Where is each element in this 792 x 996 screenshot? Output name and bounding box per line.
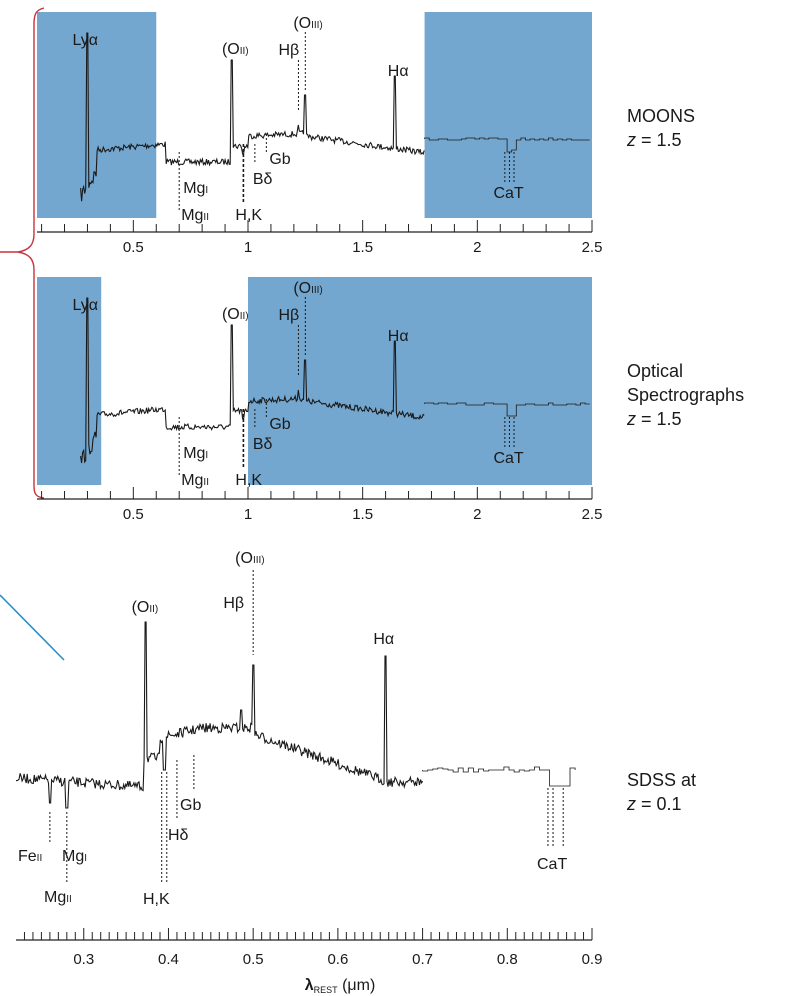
panel-0-label-mgii: MgII [181, 207, 209, 224]
panel-1-spectrum-extrapolated [424, 402, 590, 417]
panel-2-label-mgi: MgI [62, 848, 87, 865]
panel-0-label-hk: H,K [235, 207, 262, 224]
panel-0-tick-label-2: 1.5 [352, 239, 373, 256]
panel-0-label-oii: (OII) [222, 41, 249, 58]
panel-1-spectrum-observed [80, 297, 425, 464]
panel-1-label-bdelta: Bδ [253, 436, 273, 453]
panel-label-sdss-redshift: z = 0.1 [627, 794, 682, 814]
line-labels: Lyα (OII) Hβ (OIII) Hα MgI MgII H,K Bδ Gb CaT Lyα (O… [18, 15, 567, 908]
panel-1-tick-label-2: 1.5 [352, 506, 373, 523]
panel-1-tick-label-3: 2 [473, 506, 481, 523]
panel-1-label-oii: (OII) [222, 306, 249, 323]
panel-2-tick-label-5: 0.8 [497, 951, 518, 968]
panel-0-label-cat: CaT [493, 185, 523, 202]
panel-2-label-halpha: Hα [373, 631, 394, 648]
panel-0-spectrum-extrapolated [424, 137, 590, 153]
panel-label-optical-z: 1.5 [656, 409, 682, 429]
panel-0-tick-label-3: 2 [473, 239, 481, 256]
panel-2-spectrum-extrapolated [422, 766, 576, 787]
panel-0-label-bdelta: Bδ [253, 171, 273, 188]
panel-0-label-halpha: Hα [388, 63, 409, 80]
panel-1-coverage-band-1 [247, 277, 592, 485]
panel-2-label-hbeta: Hβ [223, 595, 244, 612]
panel-2-tick-label-4: 0.7 [412, 951, 433, 968]
panel-label-moons-title: MOONS [627, 106, 696, 126]
panel-2-x-axis-title: λREST (μm) [305, 977, 376, 995]
panel-label-optical: Optical Spectrographs z = 1.5 [627, 359, 744, 431]
panel-2-label-mgii: MgII [44, 889, 72, 906]
panel-1-label-mgi: MgI [183, 445, 208, 462]
sdss-pointer-line [0, 594, 65, 661]
panel-1-label-hk: H,K [235, 472, 262, 489]
panel-0-tick-label-0: 0.5 [123, 239, 144, 256]
panel-1-label-oiii: (OIII) [293, 280, 322, 297]
panel-1-label-gb: Gb [269, 416, 290, 433]
panel-2-label-gb: Gb [180, 797, 201, 814]
panel-label-sdss-z: 0.1 [656, 794, 682, 814]
spectra-traces [15, 32, 590, 809]
panel-0-label-oiii: (OIII) [293, 15, 322, 32]
panel-label-optical-title-1: Optical [627, 361, 684, 381]
panel-1-tick-label-0: 0.5 [123, 506, 144, 523]
panel-1-label-lya: Lyα [72, 297, 98, 314]
panel-2-label-hk: H,K [143, 891, 170, 908]
panel-label-optical-title-2: Spectrographs [627, 385, 745, 405]
panel-0-tick-label-1: 1 [244, 239, 252, 256]
line-markers [49, 32, 564, 884]
panel-2-label-feii: FeII [18, 848, 42, 865]
panel-0-coverage-band-1 [424, 12, 592, 218]
panel-0-label-hbeta: Hβ [278, 42, 299, 59]
panel-2-label-cat: CaT [537, 856, 567, 873]
panel-2-tick-label-0: 0.3 [73, 951, 94, 968]
wavelength-coverage-bands [37, 12, 592, 485]
panel-label-moons: MOONS z = 1.5 [627, 104, 695, 152]
axes: 0.5 1 1.5 2 2.5 0.5 1 1.5 2 2.5 0.3 0.4 0.5 0.6 0.7 0.8… [16, 220, 602, 995]
panel-2-tick-label-1: 0.4 [158, 951, 179, 968]
panel-1-tick-label-4: 2.5 [582, 506, 603, 523]
panel-1-label-halpha: Hα [388, 328, 409, 345]
panel-0-label-lya: Lyα [72, 32, 98, 49]
panel-1-label-cat: CaT [493, 450, 523, 467]
panel-label-sdss: SDSS at z = 0.1 [627, 768, 696, 816]
panel-label-moons-z: 1.5 [656, 130, 682, 150]
panel-1-label-mgii: MgII [181, 472, 209, 489]
panel-0-coverage-band-0 [37, 12, 157, 218]
panel-0-label-mgi: MgI [183, 180, 208, 197]
panel-1-coverage-band-0 [37, 277, 102, 485]
panel-2-label-oiii: (OIII) [235, 550, 264, 567]
panel-0-tick-label-4: 2.5 [582, 239, 603, 256]
panel-label-sdss-title: SDSS at [627, 770, 697, 790]
panel-2-tick-label-2: 0.5 [243, 951, 264, 968]
panel-0-label-gb: Gb [269, 151, 290, 168]
panel-2-tick-label-3: 0.6 [327, 951, 348, 968]
panel-label-optical-redshift: z = 1.5 [627, 409, 682, 429]
panel-2-tick-label-6: 0.9 [582, 951, 603, 968]
panel-2-label-oii: (OII) [132, 599, 159, 616]
panel-2-spectrum-observed [15, 621, 424, 809]
panel-label-moons-redshift: z = 1.5 [627, 130, 682, 150]
figure-decorations [0, 7, 65, 661]
panel-2-label-hdelta: Hδ [168, 827, 189, 844]
panel-1-label-hbeta: Hβ [278, 307, 299, 324]
panel-0-spectrum-observed [80, 32, 425, 202]
panel-1-tick-label-1: 1 [244, 506, 252, 523]
